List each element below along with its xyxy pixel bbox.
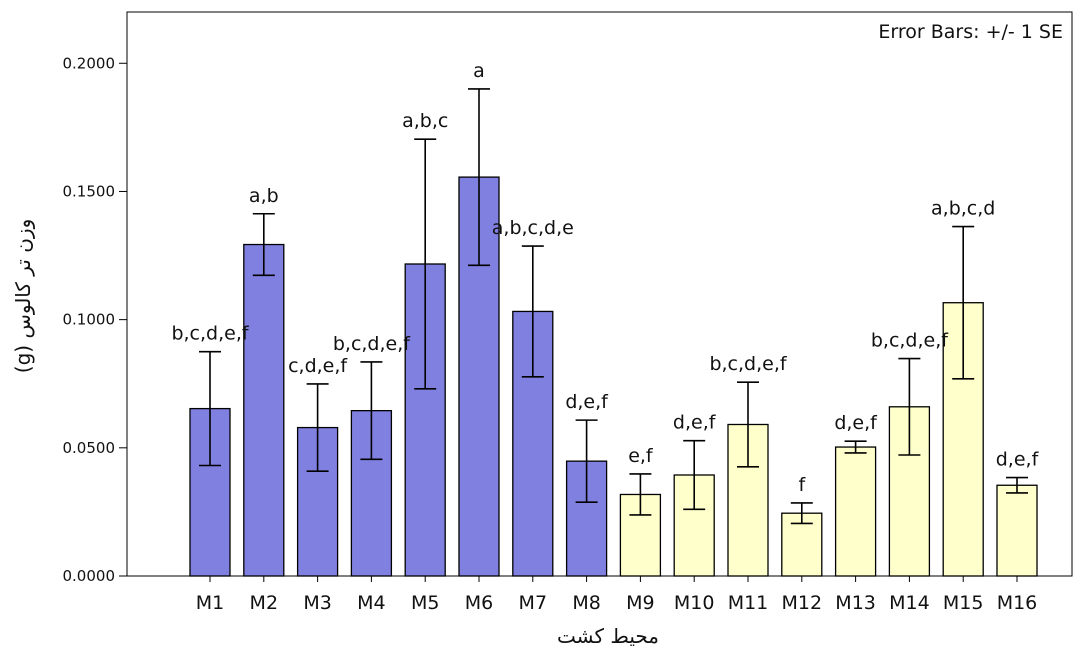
group-letter-label: e,f — [628, 445, 654, 467]
category-label: M8 — [572, 592, 600, 614]
y-tick-label: 0.0000 — [63, 567, 116, 585]
error-bar-m14 — [898, 357, 921, 456]
error-bar-m4 — [360, 361, 383, 461]
group-letter-label: b,c,d,e,f — [333, 333, 411, 355]
y-tick-label: 0.1500 — [63, 182, 116, 200]
category-label: M13 — [835, 592, 876, 614]
category-label: M1 — [196, 592, 224, 614]
group-letter-label: a,b,c,d,e — [492, 217, 574, 239]
error-bar-m12 — [790, 502, 813, 525]
group-letter-label: a,b,c,d — [931, 198, 995, 220]
y-tick-label: 0.2000 — [63, 54, 116, 72]
category-labels-layer: M1 M2 M3 M4 M5 M6 M7 M8 M9 M10 M11 M12 M13 M14 M15 M16 — [196, 576, 1038, 614]
y-tick-label: 0.0500 — [63, 439, 116, 457]
error-bar-m9 — [629, 473, 652, 516]
y-tick-label: 0.1000 — [63, 311, 116, 329]
group-letter-label: d,e,f — [996, 449, 1040, 471]
group-letter-label: a — [473, 60, 485, 82]
bar-m2 — [243, 243, 285, 577]
error-bar-m8 — [575, 419, 598, 503]
group-letter-label: c,d,e,f — [288, 355, 348, 377]
annotation: Error Bars: +/- 1 SE — [878, 21, 1063, 43]
group-letter-label: a,b — [249, 185, 279, 207]
error-bar-m2 — [252, 212, 275, 277]
category-label: M6 — [465, 592, 493, 614]
group-letter-label: f — [798, 474, 806, 496]
category-label: M12 — [782, 592, 823, 614]
error-bar-m3 — [306, 383, 329, 472]
category-label: M4 — [357, 592, 385, 614]
group-letter-label: a,b,c — [402, 110, 448, 132]
category-label: M10 — [674, 592, 715, 614]
bar-m13 — [834, 446, 877, 577]
group-letter-label: d,e,f — [834, 412, 878, 434]
group-letter-label: d,e,f — [673, 412, 717, 434]
category-label: M5 — [411, 592, 439, 614]
error-bar-m6 — [468, 88, 490, 267]
error-bar-m16 — [1006, 476, 1028, 494]
category-label: M11 — [728, 592, 769, 614]
error-bars-layer — [199, 88, 1028, 525]
group-letter-label: d,e,f — [565, 391, 609, 413]
x-axis-title: محیط کشت — [557, 624, 659, 648]
group-letter-label: b,c,d,e,f — [871, 330, 949, 352]
error-bar-m11 — [737, 381, 759, 468]
error-bar-m13 — [844, 440, 867, 454]
group-letter-label: b,c,d,e,f — [171, 323, 249, 345]
error-bar-m10 — [683, 439, 706, 511]
category-label: M2 — [250, 592, 278, 614]
category-label: M14 — [889, 592, 930, 614]
category-label: M16 — [997, 592, 1038, 614]
y-axis-layer: 0.0000 0.0500 0.1000 0.1500 0.2000 — [63, 54, 127, 585]
bar-m16 — [996, 484, 1038, 577]
group-letter-label: b,c,d,e,f — [709, 353, 787, 375]
category-label: M9 — [626, 592, 654, 614]
bar-m12 — [781, 512, 823, 577]
error-bar-m7 — [521, 245, 544, 378]
category-label: M7 — [519, 592, 547, 614]
error-bar-m1 — [199, 350, 221, 467]
error-bar-m5 — [414, 138, 437, 390]
group-labels-layer: b,c,d,e,fa,bc,d,e,fb,c,d,e,fa,b,caa,b,c,… — [171, 60, 1039, 496]
category-label: M15 — [943, 592, 984, 614]
category-label: M3 — [303, 592, 331, 614]
error-bar-m15 — [952, 225, 975, 380]
y-axis-title: وزن تر کالوس (g) — [11, 219, 35, 373]
